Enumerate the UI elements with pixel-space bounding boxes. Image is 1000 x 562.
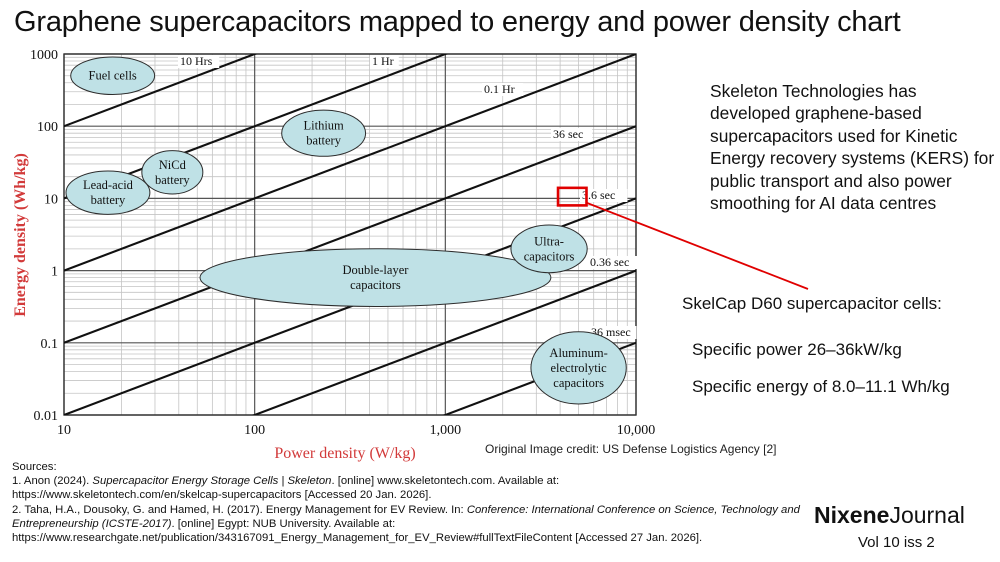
y-tick-label: 1 [51,265,58,280]
specs-heading: SkelCap D60 supercapacitor cells: [682,294,942,313]
x-tick-label: 1,000 [430,423,462,438]
region-label: capacitors [524,249,575,263]
region-label: electrolytic [550,361,607,375]
region-label: battery [91,193,126,207]
time-line [251,269,636,415]
y-axis-label: Energy density (Wh/kg) [12,153,29,317]
x-tick-label: 100 [244,423,265,438]
time-line [64,125,636,344]
spec-power: Specific power 26–36kW/kg [692,340,902,359]
region-label: Aluminum- [549,346,607,360]
time-line-label: 1 Hr [372,54,394,68]
sources-heading: Sources: [12,461,57,473]
highlight-pointer-line [586,201,809,290]
region-ellipse [199,248,552,307]
plot-frame [63,53,637,416]
time-line-label-bg [370,55,399,68]
region-label: NiCd [159,158,187,172]
major-grid [63,53,637,416]
time-line-label-bg [588,256,642,269]
source-1-text-2: . [online] www.skeletontech.com. Availab… [331,475,560,488]
source-2-text: 2. Taha, H.A., Dousoky, G. and Hamed, H.… [12,503,467,516]
y-tick-label: 100 [37,120,58,135]
source-2: 2. Taha, H.A., Dousoky, G. and Hamed, H.… [12,503,802,531]
y-tick-label: 10 [44,192,58,207]
y-tick-label: 0.01 [34,409,59,424]
time-line-label-bg [580,189,628,202]
source-2-text-2: . [online] Egypt: NUB University. Availa… [171,517,396,530]
time-line-label: 0.1 Hr [484,82,515,96]
time-line [64,54,636,272]
region-label: battery [306,134,341,148]
region-label: capacitors [350,278,401,292]
region-label: Lithium [303,119,344,133]
x-tick-label: 10,000 [617,423,656,438]
region-label: Ultra- [534,234,564,248]
region-ellipse [141,150,204,195]
region-label: battery [155,173,190,187]
brand-light: Journal [889,502,965,528]
region-ellipse [70,56,156,96]
specs-block: SkelCap D60 supercapacitor cells: Specif… [682,294,992,414]
region-ellipse [530,331,627,405]
y-tick-label: 0.1 [41,337,59,352]
source-1: 1. Anon (2024). Supercapacitor Energy St… [12,474,802,488]
spec-energy: Specific energy of 8.0–11.1 Wh/kg [692,377,950,396]
regions: Fuel cellsLithiumbatteryNiCdbatteryLead-… [65,56,627,405]
source-1-text: 1. Anon (2024). [12,475,93,488]
source-1-title: Supercapacitor Energy Storage Cells | Sk… [92,475,332,488]
region-label: Lead-acid [83,178,134,192]
region-label: Fuel cells [89,69,137,83]
source-2-link[interactable]: https://www.researchgate.net/publication… [12,532,703,545]
sources-block: Sources: 1. Anon (2024). Supercapacitor … [12,460,802,545]
region-label: capacitors [553,376,604,390]
time-line-label-bg [482,83,524,96]
time-line-label: 36 sec [553,127,583,141]
issue-label: Vol 10 iss 2 [858,534,935,551]
description-text: Skeleton Technologies has developed grap… [710,81,995,214]
y-tick-label: 1000 [30,48,58,63]
x-tick-label: 10 [57,423,71,438]
tick-labels: 10 100 1,000 10,000 0.01 0.1 1 10 100 1000 [30,48,655,438]
source-1-link[interactable]: https://www.skeletontech.com/en/skelcap-… [12,489,432,502]
highlight-layer [556,186,809,290]
time-line-label: 3.6 sec [582,188,615,202]
time-line-label-bg [551,128,593,141]
time-line [64,54,258,128]
region-ellipse [281,109,367,157]
time-line-label-bg [178,55,220,68]
region-ellipse [510,224,588,274]
brand-bold: Nixene [814,502,890,528]
page-title: Graphene supercapacitors mapped to energ… [14,6,901,38]
highlight-box [556,186,588,207]
time-line-label: 0.36 sec [590,255,629,269]
region-ellipse [65,170,151,215]
image-credit: Original Image credit: US Defense Logist… [485,442,777,456]
region-label: Double-layer [342,263,409,277]
source-2-conference: Conference: International Conference on … [12,503,800,530]
x-axis-label: Power density (W/kg) [274,445,415,462]
brand-logo: NixeneJournal [814,502,965,529]
time-line-label: 10 Hrs [180,54,213,68]
